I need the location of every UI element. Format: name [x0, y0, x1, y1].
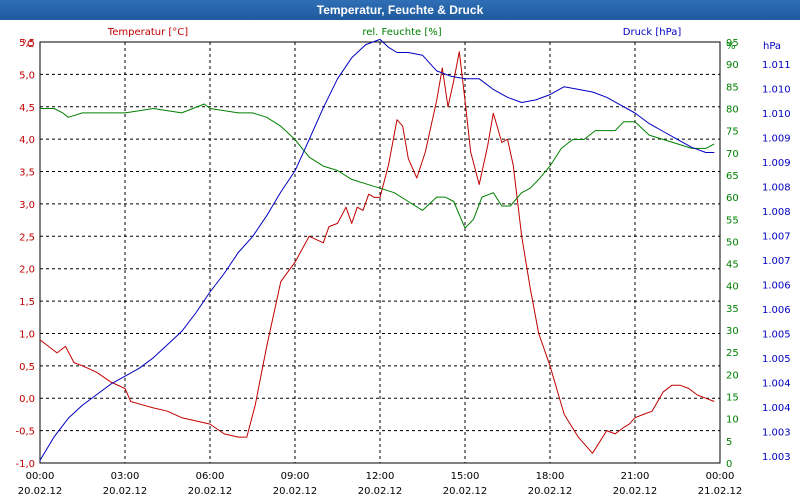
- humidity-tick-label: 5: [726, 437, 732, 448]
- pressure-axis: 1.003 1.003 1.004 1.004 1.005 1.005 1.006 1.006…: [762, 41, 791, 463]
- x-tick-date: 20.02.12: [18, 486, 63, 497]
- temperature-tick-label: 2,5: [19, 232, 35, 243]
- x-tick-time: 21:00: [621, 471, 650, 482]
- temperature-line: [39, 51, 715, 454]
- humidity-tick-label: 75: [726, 127, 739, 138]
- humidity-tick-label: 85: [726, 82, 739, 93]
- humidity-tick-label: 45: [726, 260, 739, 271]
- x-tick-time: 09:00: [281, 471, 310, 482]
- pressure-tick-label: 1.005: [762, 354, 791, 365]
- humidity-tick-label: 65: [726, 171, 739, 182]
- x-tick-date: 21.02.12: [698, 486, 743, 497]
- x-tick-time: 00:00: [706, 471, 735, 482]
- temperature-tick-label: 1,0: [19, 329, 35, 340]
- humidity-tick-label: 25: [726, 348, 739, 359]
- humidity-tick-label: 50: [726, 237, 739, 248]
- x-tick-time: 12:00: [366, 471, 395, 482]
- humidity-tick-label: 70: [726, 149, 739, 160]
- x-tick-date: 20.02.12: [103, 486, 148, 497]
- pressure-tick-label: 1.003: [762, 428, 791, 439]
- humidity-tick-label: 55: [726, 215, 739, 226]
- x-tick-date: 20.02.12: [358, 486, 403, 497]
- pressure-unit: hPa: [763, 41, 781, 52]
- humidity-tick-label: 90: [726, 60, 739, 71]
- humidity-tick-label: 35: [726, 304, 739, 315]
- pressure-tick-label: 1.005: [762, 330, 791, 341]
- chart-title: Temperatur, Feuchte & Druck: [0, 0, 800, 20]
- humidity-tick-label: 95: [726, 38, 739, 49]
- plot-border: [39, 41, 721, 464]
- humidity-tick-label: 40: [726, 282, 739, 293]
- humidity-tick-label: 10: [726, 415, 739, 426]
- humidity-tick-label: 30: [726, 326, 739, 337]
- legend: Temperatur [°C] rel. Feuchte [%] Druck [hP…: [107, 27, 682, 38]
- x-tick-time: 03:00: [111, 471, 140, 482]
- temperature-tick-label: 3,0: [19, 200, 35, 211]
- temperature-tick-label: 0,5: [19, 362, 35, 373]
- temperature-tick-label: 4,0: [19, 135, 35, 146]
- temperature-tick-label: 1,5: [19, 297, 35, 308]
- pressure-tick-label: 1.006: [762, 281, 791, 292]
- temperature-tick-label: 2,0: [19, 265, 35, 276]
- pressure-tick-label: 1.008: [762, 207, 791, 218]
- humidity-tick-label: 15: [726, 393, 739, 404]
- temperature-tick-label: 4,5: [19, 103, 35, 114]
- pressure-tick-label: 1.003: [762, 452, 791, 463]
- grid: [40, 42, 720, 463]
- humidity-tick-label: 0: [726, 459, 732, 470]
- temperature-tick-label: 3,5: [19, 168, 35, 179]
- legend-pressure: Druck [hPa]: [623, 27, 682, 38]
- temperature-tick-label: -1,0: [15, 459, 35, 470]
- x-tick-time: 00:00: [26, 471, 55, 482]
- pressure-tick-label: 1.007: [762, 256, 791, 267]
- temperature-tick-label: 5,5: [19, 38, 35, 49]
- x-tick-date: 20.02.12: [188, 486, 233, 497]
- pressure-tick-label: 1.007: [762, 232, 791, 243]
- humidity-line: [40, 103, 715, 229]
- temperature-tick-label: 0,0: [19, 394, 35, 405]
- x-tick-date: 20.02.12: [443, 486, 488, 497]
- pressure-tick-label: 1.006: [762, 305, 791, 316]
- pressure-tick-label: 1.009: [762, 134, 791, 145]
- pressure-tick-label: 1.008: [762, 183, 791, 194]
- humidity-axis: 0 5 10 15 20 25 30 35 40 45 50 55 60 65 70 75 80 85 90 95%: [726, 38, 739, 470]
- legend-humidity: rel. Feuchte [%]: [362, 27, 441, 38]
- pressure-tick-label: 1.004: [762, 403, 791, 414]
- temperature-tick-label: -0,5: [15, 427, 35, 438]
- temperature-unit: °C: [22, 39, 34, 50]
- humidity-unit: %: [726, 41, 736, 52]
- x-tick-time: 06:00: [196, 471, 225, 482]
- pressure-tick-label: 1.010: [762, 109, 791, 120]
- temperature-tick-label: 5,0: [19, 70, 35, 81]
- x-tick-date: 20.02.12: [528, 486, 573, 497]
- plot-frame: [39, 41, 721, 464]
- x-tick-date: 20.02.12: [613, 486, 658, 497]
- humidity-tick-label: 60: [726, 193, 739, 204]
- chart: -1,0 -0,5 0,0 0,5 1,0 1,5 2,0 2,5 3,0 3,5 4,0 4,5 5,…: [15, 27, 791, 497]
- temperature-axis: -1,0 -0,5 0,0 0,5 1,0 1,5 2,0 2,5 3,0 3,5 4,0 4,5 5,…: [15, 38, 35, 470]
- x-tick-time: 15:00: [451, 471, 480, 482]
- pressure-tick-label: 1.010: [762, 85, 791, 96]
- pressure-tick-label: 1.009: [762, 158, 791, 169]
- legend-temperature: Temperatur [°C]: [107, 27, 188, 38]
- pressure-tick-label: 1.011: [762, 60, 791, 71]
- pressure-line: [39, 38, 715, 461]
- humidity-tick-label: 80: [726, 104, 739, 115]
- x-tick-date: 20.02.12: [273, 486, 318, 497]
- x-axis: 00:00 20.02.12 03:00 20.02.12 06:00 20.02.12 0…: [18, 471, 743, 497]
- humidity-tick-label: 20: [726, 370, 739, 381]
- x-tick-time: 18:00: [536, 471, 565, 482]
- pressure-tick-label: 1.004: [762, 379, 791, 390]
- series-lines: [39, 38, 715, 461]
